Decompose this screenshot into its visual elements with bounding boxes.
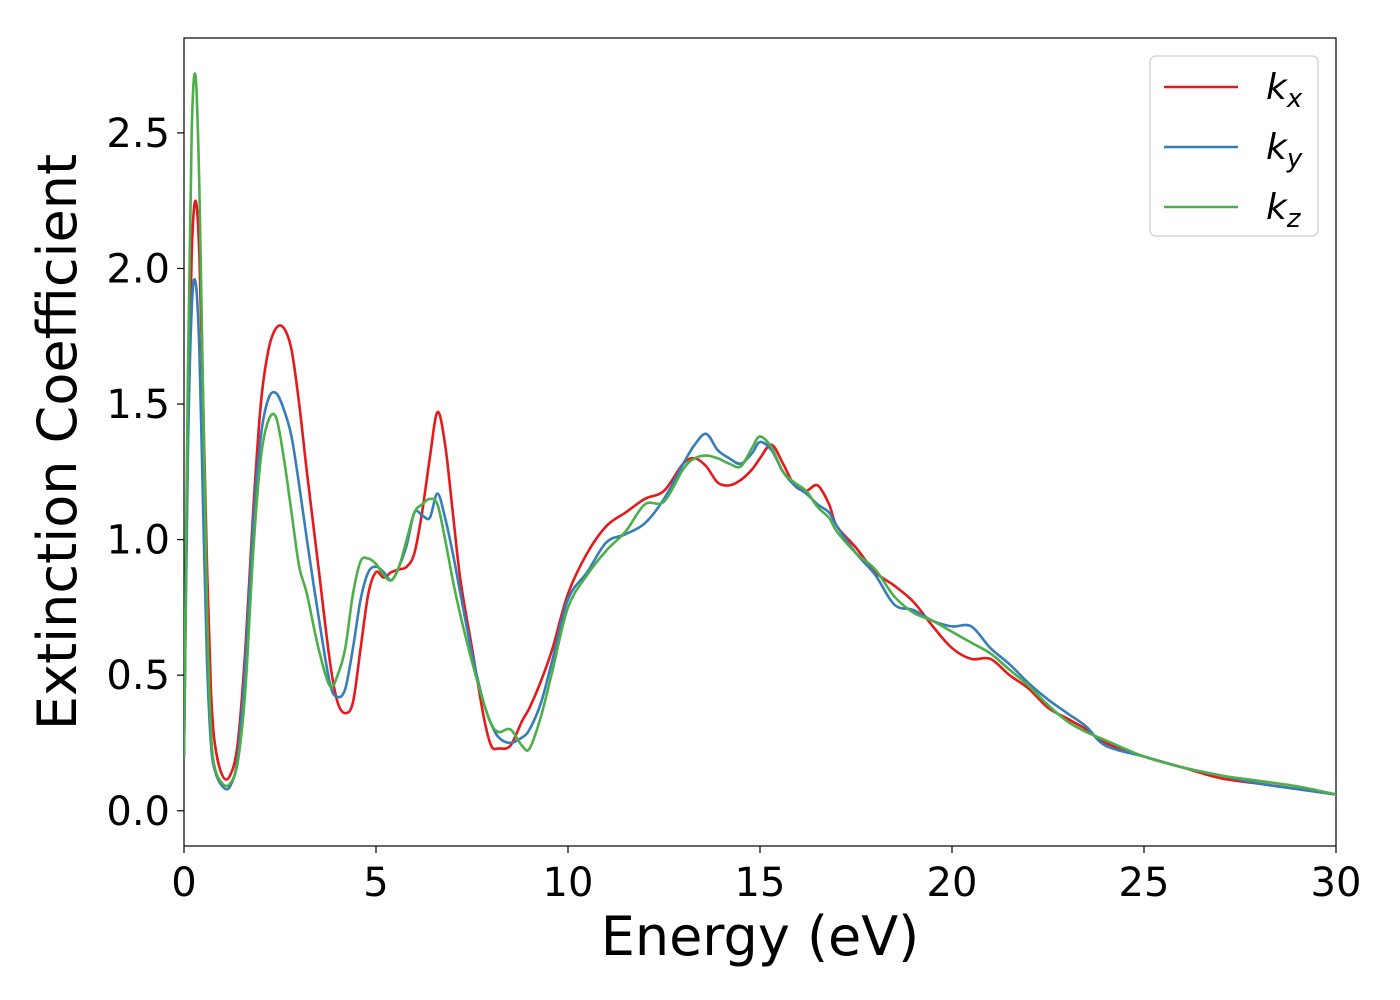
x-tick-label: 5 [363, 860, 388, 906]
legend-label-ky: ky [1266, 127, 1303, 174]
x-tick-label: 20 [927, 860, 978, 906]
x-tick-label: 0 [171, 860, 196, 906]
x-axis: 0 5 10 15 20 25 30 [171, 846, 1361, 906]
legend-label-main: k [1266, 127, 1289, 168]
legend-label-subscript: y [1286, 144, 1303, 174]
x-tick-label: 25 [1119, 860, 1170, 906]
series-line-kz [184, 72, 1336, 796]
series-line-ky [184, 277, 1336, 796]
y-tick-label: 2.0 [106, 246, 170, 292]
series-layer [184, 72, 1336, 796]
legend-label-main: k [1266, 187, 1289, 228]
y-tick-label: 0.0 [106, 789, 170, 835]
series-line-kx [184, 199, 1336, 796]
x-tick-label: 10 [543, 860, 594, 906]
legend-label-kx: kx [1266, 67, 1303, 114]
y-tick-label: 1.5 [106, 382, 170, 428]
legend-label-subscript: z [1286, 204, 1302, 234]
legend-label-subscript: x [1286, 84, 1303, 114]
legend-label-kz: kz [1266, 187, 1302, 234]
x-axis-label: Energy (eV) [601, 905, 920, 968]
x-tick-label: 15 [735, 860, 786, 906]
y-tick-label: 0.5 [106, 653, 170, 699]
x-tick-label: 30 [1311, 860, 1362, 906]
y-tick-label: 1.0 [106, 518, 170, 564]
legend-label-main: k [1266, 67, 1289, 108]
y-axis-label: Extinction Coefficient [26, 154, 89, 730]
y-axis: 0.0 0.5 1.0 1.5 2.0 2.5 [106, 111, 184, 835]
y-tick-label: 2.5 [106, 111, 170, 157]
